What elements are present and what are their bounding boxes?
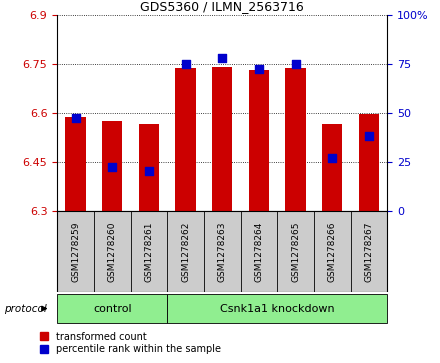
Bar	[249, 70, 269, 211]
Point	[72, 115, 79, 121]
Point	[329, 155, 336, 160]
Bar	[66, 118, 86, 211]
Point	[182, 61, 189, 66]
Bar	[176, 68, 196, 211]
Text: GSM1278259: GSM1278259	[71, 221, 80, 282]
Text: GSM1278264: GSM1278264	[254, 221, 264, 282]
Text: control: control	[93, 303, 132, 314]
Legend: transformed count, percentile rank within the sample: transformed count, percentile rank withi…	[40, 331, 220, 355]
Text: protocol: protocol	[4, 303, 47, 314]
Text: GSM1278263: GSM1278263	[218, 221, 227, 282]
Text: GSM1278267: GSM1278267	[364, 221, 374, 282]
Text: GSM1278266: GSM1278266	[328, 221, 337, 282]
Bar	[322, 124, 342, 211]
Bar	[286, 68, 306, 211]
Bar	[57, 294, 167, 323]
Bar	[139, 124, 159, 211]
Point	[365, 133, 372, 139]
Point	[255, 66, 262, 72]
Point	[109, 164, 116, 170]
Title: GDS5360 / ILMN_2563716: GDS5360 / ILMN_2563716	[140, 0, 304, 13]
Point	[219, 55, 226, 61]
Bar	[102, 121, 122, 211]
Point	[292, 61, 299, 66]
Text: Csnk1a1 knockdown: Csnk1a1 knockdown	[220, 303, 334, 314]
Text: GSM1278262: GSM1278262	[181, 221, 190, 282]
Bar	[167, 294, 387, 323]
Text: GSM1278260: GSM1278260	[108, 221, 117, 282]
Bar	[212, 67, 232, 211]
Text: GSM1278265: GSM1278265	[291, 221, 300, 282]
Text: GSM1278261: GSM1278261	[144, 221, 154, 282]
Bar	[359, 114, 379, 211]
Point	[145, 168, 152, 174]
